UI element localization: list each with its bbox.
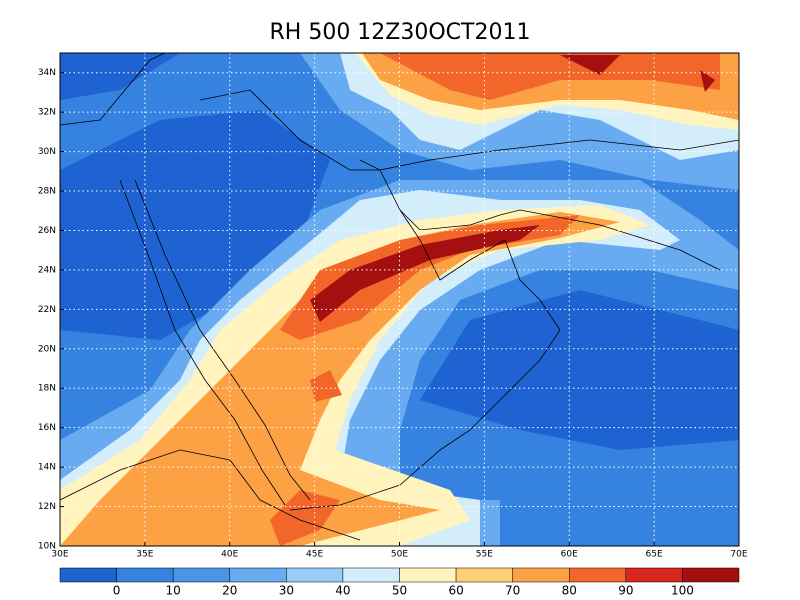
contour-fill [280,215,580,340]
y-tick-label: 30N [38,147,56,157]
contour-fill [700,70,715,92]
y-tick-label: 32N [38,108,56,118]
y-tick-label: 16N [38,423,56,433]
colorbar-box [172,567,231,583]
colorbar-label: 70 [505,584,520,598]
contour-fill [60,212,620,546]
contour-fill [310,370,342,402]
x-tick-label: 50E [391,550,408,560]
y-tick-label: 34N [38,68,56,78]
y-tick-label: 18N [38,384,56,394]
y-tick-label: 20N [38,344,56,354]
coastline [60,449,361,541]
colorbar-box [625,567,683,583]
x-tick-label: 65E [646,550,663,560]
x-tick-label: 60E [561,550,578,560]
coastline [60,53,166,126]
x-tick-label: 35E [136,550,153,560]
y-tick-label: 10N [38,542,56,552]
coastline [359,159,561,331]
contour-fill [270,490,340,546]
colorbar-box [59,567,117,583]
colorbar-box [399,567,457,583]
coastline [399,209,721,271]
colorbar-label: 20 [222,584,237,598]
colorbar-box [229,567,287,583]
colorbar-box [682,567,740,583]
contour-fill [60,110,330,340]
colorbar-box [455,567,513,583]
colorbar-box [342,567,400,583]
x-tick-label: 30E [51,550,68,560]
coastlines [60,53,739,541]
colorbar-box [116,567,174,583]
coastline [289,329,561,511]
colorbar-label: 90 [618,584,633,598]
colorbar-box [512,567,570,583]
colorbar-box [569,567,627,583]
y-tick-label: 28N [38,187,56,197]
y-tick-label: 24N [38,265,56,275]
contour-fill [560,55,620,75]
x-tick-label: 45E [306,550,323,560]
colorbar-label: 100 [671,584,694,598]
colorbar-label: 30 [279,584,294,598]
x-tick-label: 70E [730,550,747,560]
colorbar-label: 80 [562,584,577,598]
colorbar-label: 50 [392,584,407,598]
map-title: RH 500 12Z30OCT2011 [270,20,531,45]
y-tick-label: 12N [38,502,56,512]
y-tick-label: 14N [38,463,56,473]
colorbar-label: 10 [166,584,181,598]
contour-fill [420,290,739,450]
contour-fill [60,53,180,100]
coastline [134,179,311,501]
y-tick-label: 22N [38,305,56,315]
colorbar-box [286,567,344,583]
colorbar-label: 0 [113,584,121,598]
border [199,89,739,171]
x-tick-label: 55E [476,550,493,560]
y-tick-label: 26N [38,226,56,236]
axes: 30E 35E 40E 45E 50E 55E 60E 65E 70E 10N 12N 14N 16N 1… [38,53,748,560]
plot-frame [59,52,740,547]
colorbar-label: 40 [335,584,350,598]
contour-fill [380,53,720,100]
coastline [119,179,286,506]
colorbar-label: 60 [448,584,463,598]
x-tick-label: 40E [221,550,238,560]
contour-fill [310,225,540,322]
